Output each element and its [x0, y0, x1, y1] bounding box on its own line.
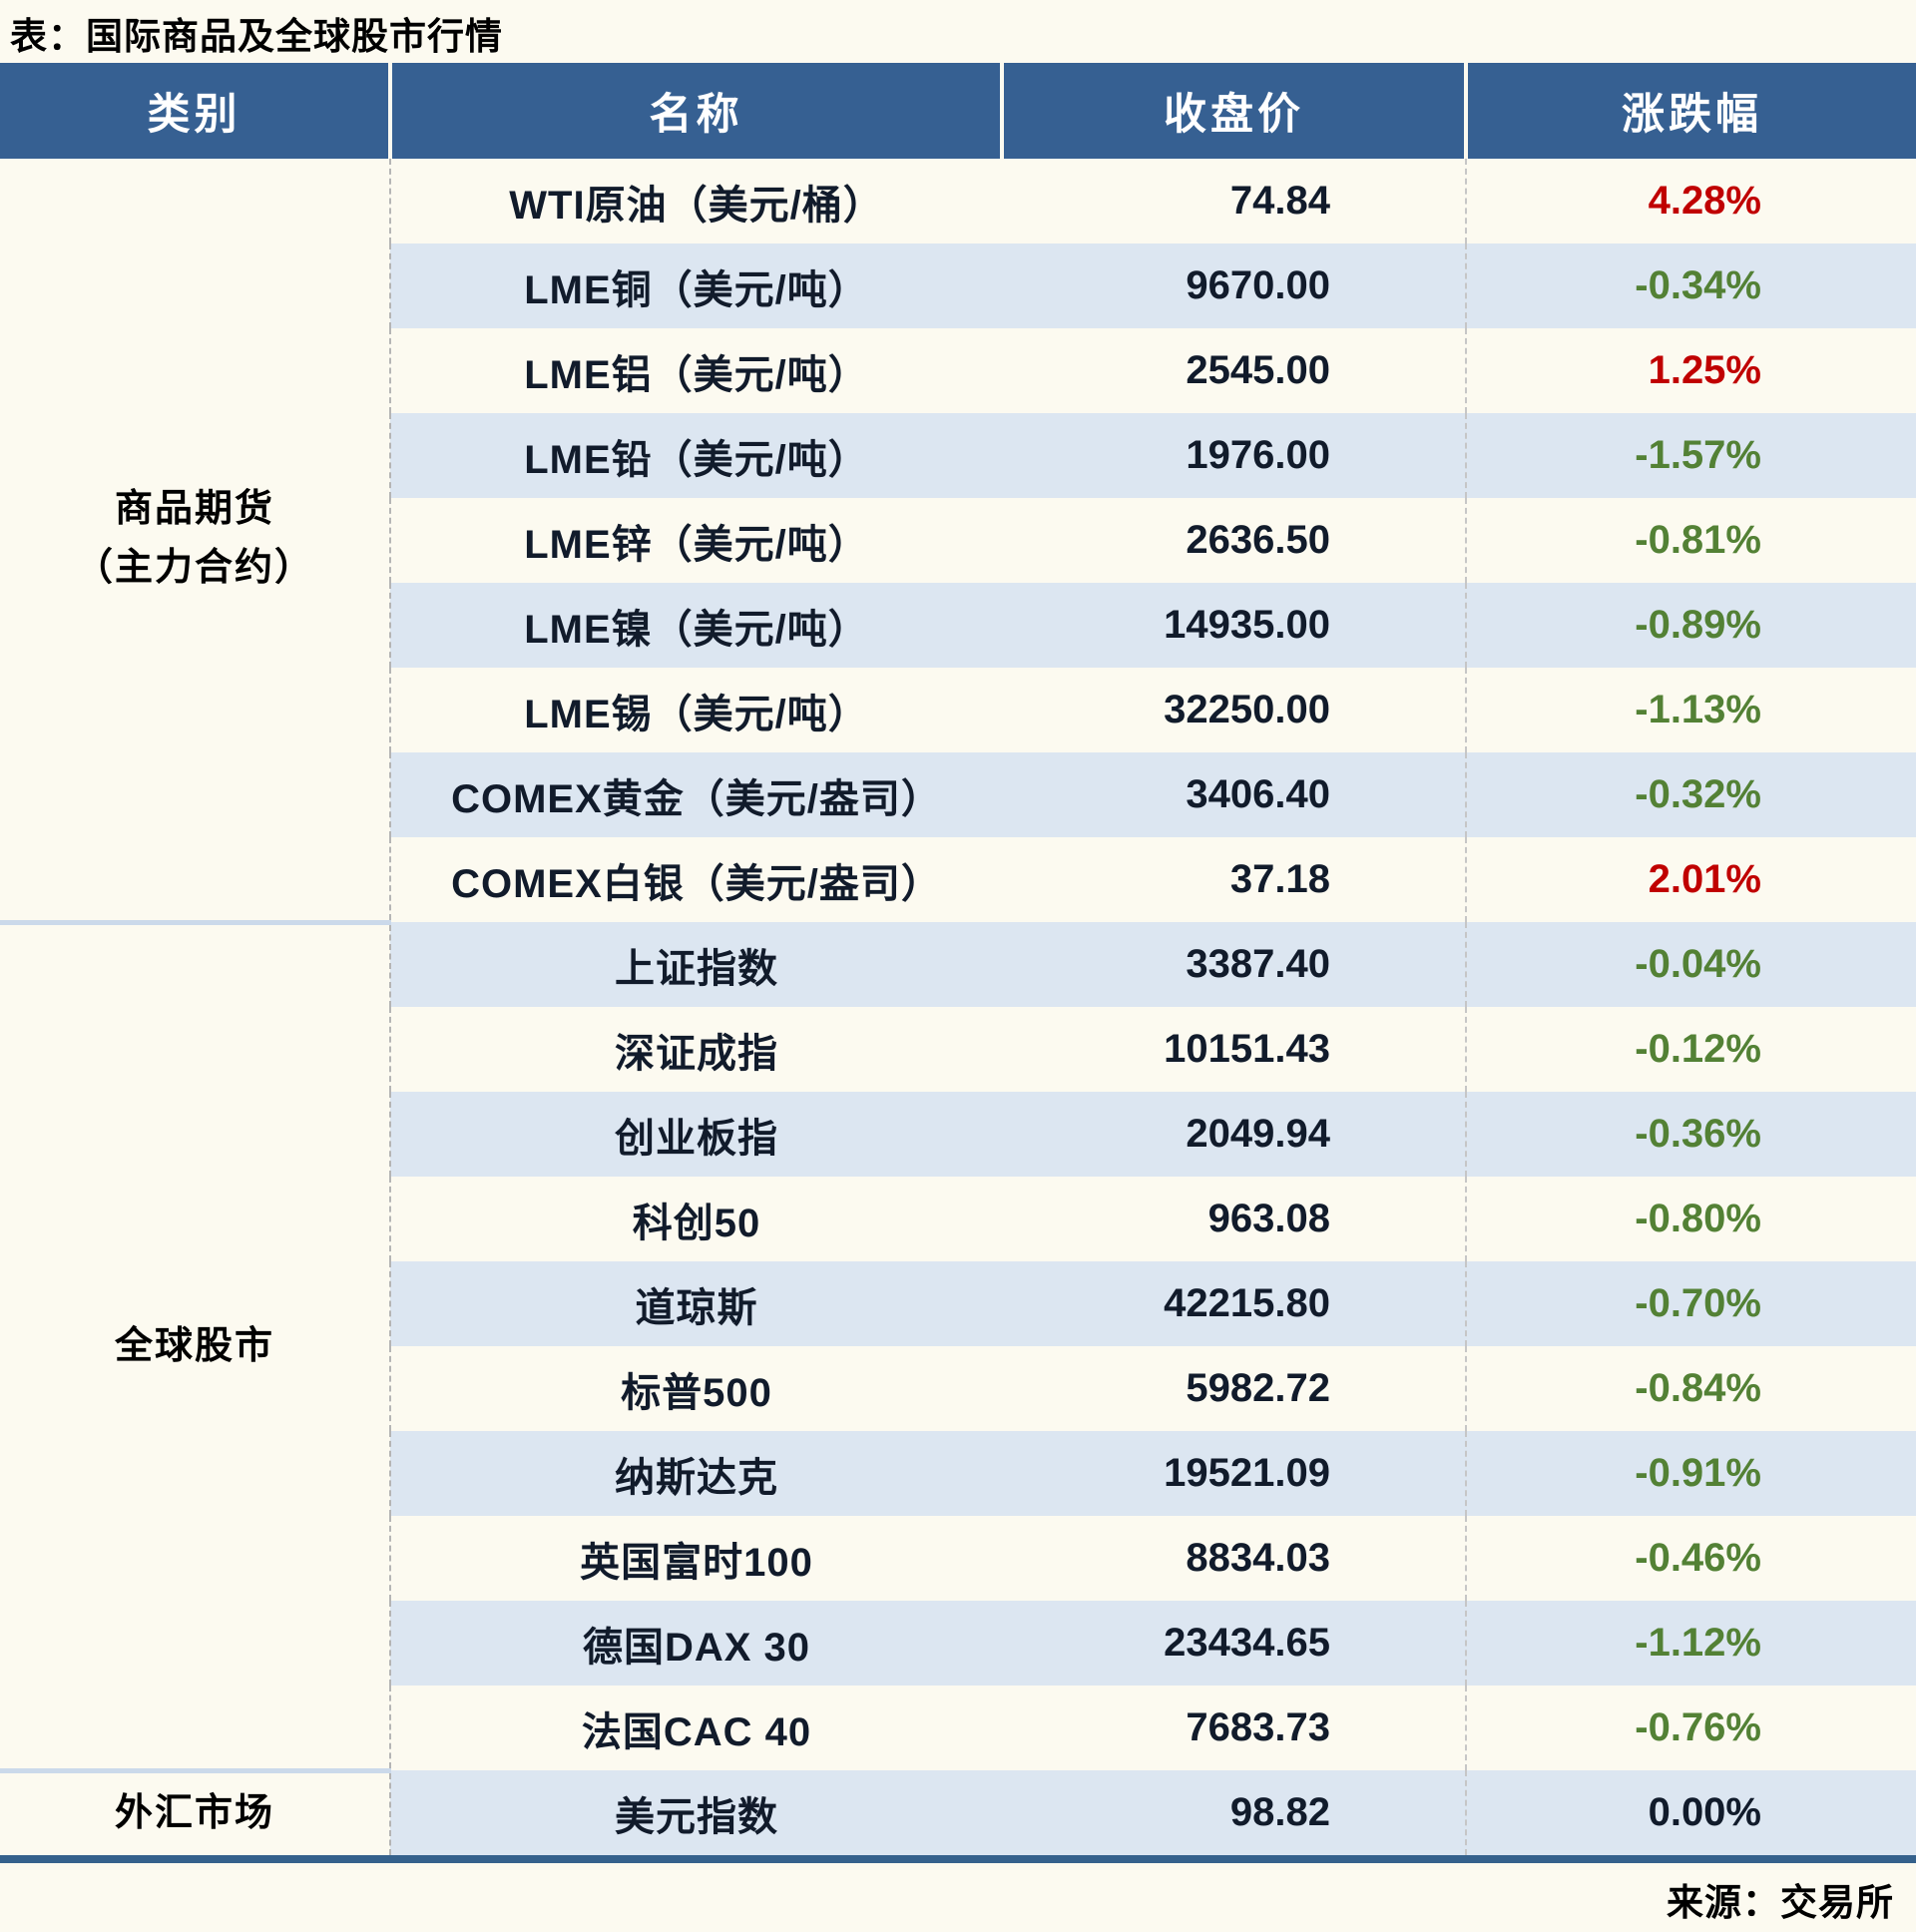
instrument-name-cell: COMEX白银（美元/盎司） [451, 861, 942, 906]
close-price-cell: 32250.00 [1002, 668, 1467, 752]
change-pct-cell: -0.70% [1466, 1261, 1916, 1346]
close-price-cell: 19521.09 [1002, 1431, 1467, 1516]
instrument-name-cell: 德国DAX 30 [390, 1601, 1002, 1686]
page-title: 表：国际商品及全球股市行情 [10, 16, 503, 57]
category-cell: 外汇市场 [0, 1767, 391, 1855]
table-row: 纳斯达克 19521.09 -0.91% [0, 1431, 1916, 1516]
change-pct-cell: 4.28% [1648, 179, 1761, 223]
close-price-cell: 42215.80 [1002, 1261, 1467, 1346]
instrument-name-cell: 深证成指 [615, 1031, 778, 1076]
header-change: 涨跌幅 [1466, 63, 1916, 159]
instrument-name-cell: LME铅（美元/吨） [390, 413, 1002, 498]
table-row: LME铅（美元/吨） 1976.00 -1.57% [0, 413, 1916, 498]
table-bottom-border [0, 1855, 1916, 1863]
category-cell: 商品期货 （主力合约） [0, 159, 391, 922]
close-price-cell: 10151.43 [1002, 1007, 1467, 1092]
close-price-cell: 2049.94 [1002, 1092, 1467, 1177]
close-price-cell: 37.18 [1002, 837, 1467, 922]
close-price-cell: 3406.40 [1002, 752, 1467, 837]
table-row: 科创50 963.08 -0.80% [0, 1177, 1916, 1261]
table-row: 商品期货 （主力合约） WTI原油（美元/桶） 74.84 4.28% [0, 159, 1916, 922]
close-price-cell: 5982.72 [1002, 1346, 1467, 1431]
instrument-name-cell: LME锌（美元/吨） [524, 522, 869, 567]
change-pct-cell: -0.89% [1466, 583, 1916, 668]
close-price-cell: 2636.50 [1002, 498, 1467, 583]
change-pct-cell: -0.34% [1466, 243, 1916, 328]
instrument-name-cell: WTI原油（美元/桶） [509, 183, 884, 228]
table-row: LME铝（美元/吨） 2545.00 1.25% [0, 328, 1916, 413]
instrument-name-cell: LME锡（美元/吨） [524, 692, 869, 736]
category-cell: 全球股市 [0, 919, 391, 1770]
change-pct-cell: -0.80% [1635, 1197, 1761, 1240]
instrument-name-cell: 法国CAC 40 [581, 1709, 812, 1754]
close-price-cell: 9670.00 [1002, 243, 1467, 328]
category-label: （主力合约） [74, 547, 314, 590]
instrument-name-cell: 上证指数 [390, 922, 1002, 1007]
change-pct-cell: 2.01% [1648, 857, 1761, 901]
instrument-name-cell: 创业板指 [390, 1092, 1002, 1177]
table-body: 商品期货 （主力合约） WTI原油（美元/桶） 74.84 4.28% LME铜（美元/吨… [0, 159, 1916, 1855]
header-row: 类别 名称 收盘价 涨跌幅 [0, 63, 1916, 159]
market-table: 类别 名称 收盘价 涨跌幅 商品期货 （主力合约） WTI原油（美元/桶） 74.84… [0, 63, 1916, 1855]
close-price-cell: 98.82 [1002, 1770, 1467, 1855]
table-row: LME锡（美元/吨） 32250.00 -1.13% [0, 668, 1916, 752]
change-pct-cell: -1.13% [1635, 688, 1761, 731]
table-row: LME锌（美元/吨） 2636.50 -0.81% [0, 498, 1916, 583]
instrument-name-cell: COMEX黄金（美元/盎司） [390, 752, 1002, 837]
close-price-cell: 8834.03 [1002, 1516, 1467, 1601]
category-label: 商品期货 [114, 488, 274, 531]
close-price-cell: 963.08 [1002, 1177, 1467, 1261]
change-pct-cell: -0.91% [1466, 1431, 1916, 1516]
table-row: COMEX白银（美元/盎司） 37.18 2.01% [0, 837, 1916, 922]
instrument-name-cell: 道琼斯 [390, 1261, 1002, 1346]
change-pct-cell: -0.12% [1635, 1027, 1761, 1071]
category-label: 外汇市场 [114, 1792, 274, 1835]
close-price-cell: 23434.65 [1002, 1601, 1467, 1686]
instrument-name-cell: 标普500 [621, 1370, 772, 1415]
change-pct-cell: -0.04% [1466, 922, 1916, 1007]
table-row: 标普500 5982.72 -0.84% [0, 1346, 1916, 1431]
source-note: 来源：交易所 [1667, 1882, 1894, 1923]
instrument-name-cell: LME镍（美元/吨） [390, 583, 1002, 668]
change-pct-cell: -0.81% [1635, 518, 1761, 562]
category-label: 全球股市 [114, 1324, 274, 1367]
table-row: 全球股市 上证指数 3387.40 -0.04% [0, 919, 1916, 1770]
table-row: 深证成指 10151.43 -0.12% [0, 1007, 1916, 1092]
close-price-cell: 14935.00 [1002, 583, 1467, 668]
header-close: 收盘价 [1002, 63, 1468, 159]
instrument-name-cell: 科创50 [632, 1201, 761, 1245]
table-row: 创业板指 2049.94 -0.36% [0, 1092, 1916, 1177]
table-row: 法国CAC 40 7683.73 -0.76% [0, 1686, 1916, 1770]
change-pct-cell: -0.32% [1466, 752, 1916, 837]
table-row: COMEX黄金（美元/盎司） 3406.40 -0.32% [0, 752, 1916, 837]
table-header: 类别 名称 收盘价 涨跌幅 [0, 63, 1916, 159]
instrument-name-cell: LME铝（美元/吨） [524, 352, 869, 397]
table-row: 道琼斯 42215.80 -0.70% [0, 1261, 1916, 1346]
change-pct-cell: -0.84% [1635, 1366, 1761, 1410]
change-pct-cell: -0.36% [1466, 1092, 1916, 1177]
change-pct-cell: -1.57% [1466, 413, 1916, 498]
table-row: 英国富时100 8834.03 -0.46% [0, 1516, 1916, 1601]
header-name: 名称 [390, 63, 1004, 159]
change-pct-cell: 1.25% [1648, 348, 1761, 392]
instrument-name-cell: 美元指数 [390, 1770, 1002, 1855]
instrument-name-cell: 英国富时100 [580, 1540, 813, 1585]
header-category: 类别 [0, 63, 392, 159]
change-pct-cell: -1.12% [1466, 1601, 1916, 1686]
close-price-cell: 2545.00 [1002, 328, 1467, 413]
table-row: 外汇市场 美元指数 98.82 0.00% [0, 1767, 1916, 1855]
close-price-cell: 74.84 [1002, 159, 1467, 243]
table-row: LME镍（美元/吨） 14935.00 -0.89% [0, 583, 1916, 668]
close-price-cell: 7683.73 [1002, 1686, 1467, 1770]
change-pct-cell: -0.76% [1635, 1705, 1761, 1749]
instrument-name-cell: 纳斯达克 [390, 1431, 1002, 1516]
change-pct-cell: -0.46% [1635, 1536, 1761, 1580]
close-price-cell: 1976.00 [1002, 413, 1467, 498]
table-row: LME铜（美元/吨） 9670.00 -0.34% [0, 243, 1916, 328]
change-pct-cell: 0.00% [1466, 1770, 1916, 1855]
instrument-name-cell: LME铜（美元/吨） [390, 243, 1002, 328]
close-price-cell: 3387.40 [1002, 922, 1467, 1007]
table-row: 德国DAX 30 23434.65 -1.12% [0, 1601, 1916, 1686]
